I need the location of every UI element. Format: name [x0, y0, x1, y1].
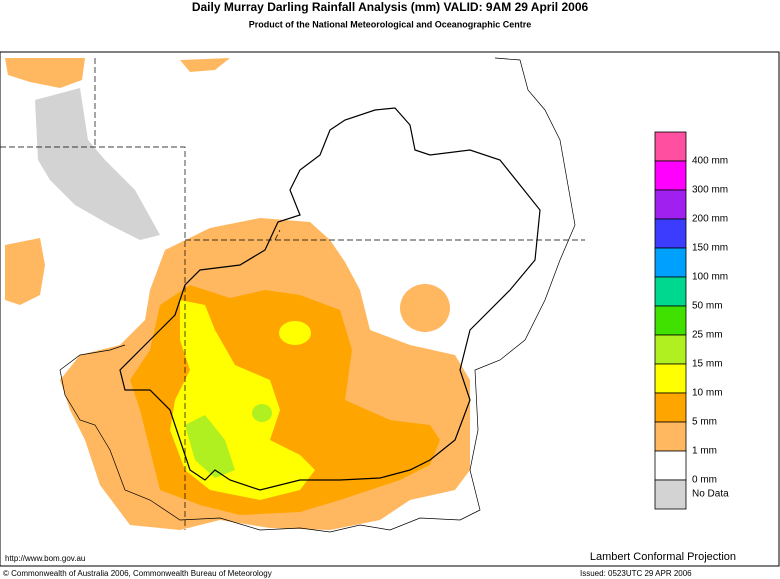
legend-label: 100 mm [692, 272, 728, 283]
title: Daily Murray Darling Rainfall Analysis (… [192, 0, 589, 14]
legend-swatch [654, 421, 687, 452]
legend-swatch [654, 392, 687, 423]
legend-label: 1 mm [692, 446, 717, 457]
issued: Issued: 0523UTC 29 APR 2006 [580, 569, 692, 578]
coastline [59, 57, 576, 533]
legend-label: 15 mm [692, 359, 723, 370]
url: http://www.bom.gov.au [5, 554, 85, 563]
legend: 400 mm 300 mm 200 mm 150 mm 100 mm 50 mm 25 mm… [654, 131, 729, 510]
legend-label: 400 mm [692, 156, 728, 167]
legend-swatch [654, 450, 687, 481]
legend-label: 300 mm [692, 185, 728, 196]
legend-swatch [654, 479, 687, 510]
copyright: © Commonwealth of Australia 2006, Common… [3, 569, 272, 578]
basin-border [119, 107, 541, 491]
state-border [0, 146, 585, 530]
legend-label: 50 mm [692, 301, 723, 312]
legend-swatch [654, 189, 687, 220]
subtitle: Product of the National Meteorological a… [249, 19, 532, 29]
legend-label: 25 mm [692, 330, 723, 341]
legend-label: 150 mm [692, 243, 728, 254]
legend-label: No Data [692, 489, 729, 500]
rain-area [5, 58, 85, 88]
rain-area [185, 415, 235, 478]
legend-label: 5 mm [692, 417, 717, 428]
legend-swatch [654, 305, 687, 336]
legend-label: 0 mm [692, 475, 717, 486]
legend-label: 200 mm [692, 214, 728, 225]
legend-swatch [654, 131, 687, 162]
legend-swatch [654, 160, 687, 191]
rain-area [252, 404, 272, 422]
legend-swatch [654, 247, 687, 278]
no-data-area [35, 88, 160, 240]
rain-area [180, 58, 230, 72]
rain-area [400, 284, 450, 332]
legend-swatch [654, 334, 687, 365]
legend-swatch [654, 363, 687, 394]
legend-swatch [654, 276, 687, 307]
legend-label: 10 mm [692, 388, 723, 399]
rain-area [279, 321, 311, 345]
map: http://www.bom.gov.au Lambert Conformal … [0, 51, 780, 567]
projection: Lambert Conformal Projection [590, 551, 736, 563]
rain-area [5, 238, 45, 305]
legend-swatch [654, 218, 687, 249]
